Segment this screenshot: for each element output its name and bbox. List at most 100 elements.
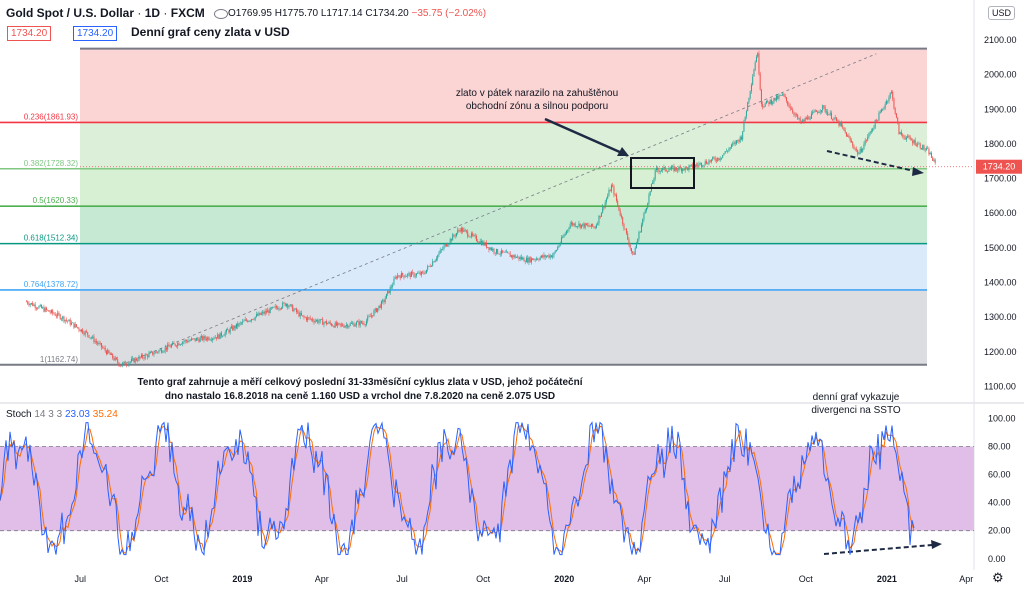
candle-body bbox=[325, 321, 327, 325]
sell-price-box[interactable]: 1734.20 bbox=[7, 26, 52, 41]
stoch-divergence-arrow bbox=[823, 544, 933, 555]
candle-body bbox=[123, 361, 125, 363]
settings-gear-icon[interactable]: ⚙ bbox=[992, 570, 1004, 585]
candle-body bbox=[482, 241, 484, 246]
candle-body bbox=[682, 169, 684, 172]
candle-body bbox=[505, 251, 507, 253]
candle-body bbox=[130, 358, 132, 362]
candle-body bbox=[507, 251, 509, 253]
candle-body bbox=[793, 112, 795, 115]
candle-body bbox=[50, 310, 52, 313]
candle-body bbox=[104, 347, 106, 351]
currency-button[interactable]: USD bbox=[988, 6, 1016, 20]
candle-body bbox=[667, 171, 669, 172]
stoch-axis-tick: 80.00 bbox=[988, 441, 1011, 451]
candle-body bbox=[583, 223, 585, 228]
candle-body bbox=[237, 323, 239, 327]
symbol-header[interactable]: Gold Spot / U.S. Dollar · 1D · FXCM bbox=[6, 6, 229, 20]
candle-body bbox=[652, 182, 654, 184]
candle-body bbox=[720, 157, 722, 159]
price-axis-tick: 1200.00 bbox=[984, 347, 1017, 357]
candle-body bbox=[730, 144, 732, 148]
candle-body bbox=[53, 313, 55, 315]
candle-body bbox=[499, 253, 501, 255]
candle-body bbox=[854, 148, 856, 150]
candle-body bbox=[387, 290, 389, 294]
candle-body bbox=[430, 265, 432, 267]
candle-body bbox=[78, 327, 80, 331]
candle-body bbox=[732, 143, 734, 145]
candle-body bbox=[422, 271, 424, 273]
price-divergence-arrow bbox=[826, 150, 915, 172]
candle-body bbox=[753, 69, 755, 77]
candle-body bbox=[80, 329, 82, 332]
candle-body bbox=[394, 277, 396, 279]
candle-body bbox=[257, 314, 259, 316]
candle-body bbox=[567, 229, 569, 231]
candle-body bbox=[109, 353, 111, 355]
candle-body bbox=[539, 257, 541, 260]
candle-body bbox=[322, 319, 324, 325]
candle-body bbox=[138, 356, 140, 361]
separator: · bbox=[137, 6, 145, 20]
candle-body bbox=[582, 223, 584, 225]
candle-body bbox=[125, 364, 127, 366]
candle-body bbox=[424, 273, 426, 274]
candle-body bbox=[103, 347, 105, 349]
high-value: H1775.70 bbox=[274, 8, 319, 19]
stoch-params: 14 3 3 bbox=[34, 409, 63, 420]
interval[interactable]: 1D bbox=[144, 6, 161, 20]
candle-body bbox=[543, 254, 545, 258]
candle-body bbox=[147, 354, 149, 358]
candle-body bbox=[595, 224, 597, 229]
candle-body bbox=[488, 247, 490, 250]
candle-body bbox=[569, 224, 571, 229]
candle-body bbox=[877, 120, 879, 121]
candle-body bbox=[512, 255, 514, 258]
stoch-legend[interactable]: Stoch 14 3 3 23.03 35.24 bbox=[6, 409, 118, 420]
candle-body bbox=[925, 148, 927, 150]
candle-body bbox=[63, 316, 65, 322]
candle-body bbox=[84, 331, 86, 335]
symbol-name: Gold Spot / U.S. Dollar bbox=[6, 6, 135, 20]
candle-body bbox=[434, 260, 436, 263]
candle-body bbox=[350, 323, 352, 324]
candle-body bbox=[517, 256, 519, 258]
candle-body bbox=[530, 258, 532, 263]
candle-body bbox=[729, 147, 731, 149]
candle-body bbox=[712, 157, 714, 160]
stoch-note: denní graf vykazuje bbox=[813, 392, 900, 403]
candle-body bbox=[323, 322, 325, 325]
buy-price-box[interactable]: 1734.20 bbox=[73, 26, 118, 41]
candle-body bbox=[167, 344, 169, 350]
candle-body bbox=[118, 362, 120, 366]
candle-body bbox=[188, 340, 190, 343]
fib-label: 0.382(1728.32) bbox=[24, 159, 79, 168]
candle-body bbox=[657, 167, 659, 171]
candle-body bbox=[77, 326, 79, 328]
candle-body bbox=[922, 145, 924, 150]
candle-body bbox=[277, 307, 279, 310]
candle-body bbox=[867, 136, 869, 141]
candle-body bbox=[105, 350, 107, 355]
eye-icon[interactable] bbox=[214, 8, 229, 19]
candle-body bbox=[484, 242, 486, 246]
candle-body bbox=[364, 324, 366, 326]
candle-body bbox=[559, 243, 561, 246]
candle-body bbox=[750, 84, 752, 92]
candle-body bbox=[88, 335, 90, 338]
candle-body bbox=[932, 157, 934, 161]
candle-body bbox=[173, 342, 175, 344]
candle-body bbox=[603, 206, 605, 208]
candle-body bbox=[288, 306, 290, 308]
candle-body bbox=[533, 259, 535, 261]
candle-body bbox=[339, 323, 341, 325]
candle-body bbox=[723, 153, 725, 155]
candle-body bbox=[129, 361, 131, 363]
candle-body bbox=[443, 246, 445, 249]
candle-body bbox=[527, 257, 529, 263]
candle-body bbox=[554, 251, 556, 253]
candle-body bbox=[763, 106, 765, 108]
candle-body bbox=[195, 338, 197, 341]
